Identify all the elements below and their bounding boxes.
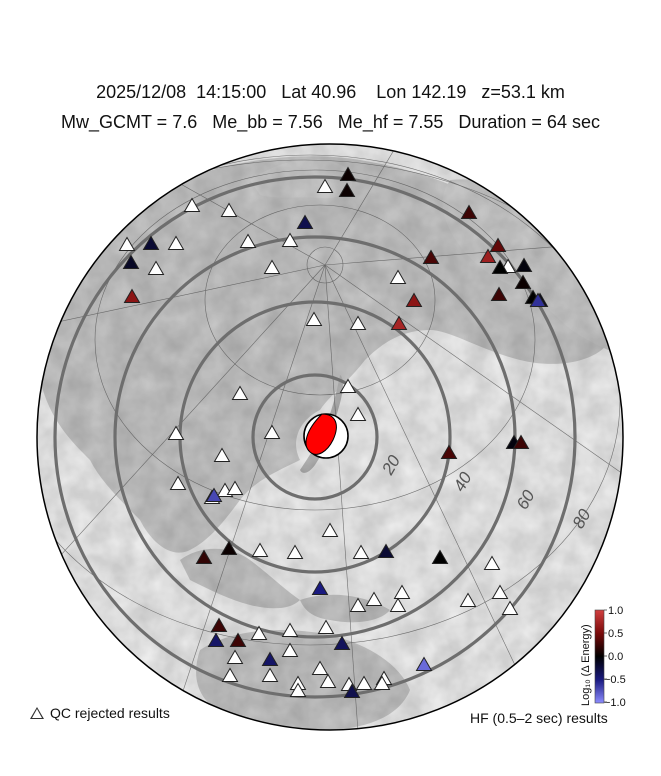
- station-marker: [220, 540, 238, 555]
- colorbar-title: Log₁₀ (Δ Energy): [580, 624, 592, 706]
- station-marker: [338, 182, 356, 197]
- station-marker-qc-rejected: [231, 385, 249, 400]
- distance-ring-20: [251, 373, 379, 501]
- station-marker: [207, 632, 225, 647]
- station-marker-qc-rejected: [501, 600, 519, 615]
- station-marker: [491, 259, 509, 274]
- colorbar-tick: 1.0: [608, 605, 623, 617]
- station-marker-qc-rejected: [373, 675, 391, 690]
- station-marker-qc-rejected: [147, 260, 165, 275]
- station-marker: [229, 632, 247, 647]
- graticule: [37, 144, 623, 730]
- station-marker-qc-rejected: [220, 202, 238, 217]
- station-marker-qc-rejected: [389, 597, 407, 612]
- station-marker: [261, 651, 279, 666]
- station-marker: [210, 617, 228, 632]
- station-marker-qc-rejected: [349, 597, 367, 612]
- colorbar: 1.0 0.5 0.0 −0.5 −1.0 Log₁₀ (Δ Energy): [580, 605, 626, 709]
- station-marker: [415, 656, 433, 671]
- station-marker: [514, 274, 532, 289]
- station-marker: [123, 288, 141, 303]
- station-marker-qc-rejected: [491, 584, 509, 599]
- station-marker: [422, 249, 440, 264]
- station-marker: [122, 254, 140, 269]
- station-marker: [460, 204, 478, 219]
- station-marker-qc-rejected: [118, 236, 136, 251]
- station-marker-qc-rejected: [389, 269, 407, 284]
- station-layer: [118, 166, 549, 698]
- event-info-line: 2025/12/08 14:15:00 Lat 40.96 Lon 142.19…: [96, 82, 565, 102]
- station-marker: [405, 292, 423, 307]
- colorbar-tick: −1.0: [604, 697, 626, 709]
- station-marker-qc-rejected: [250, 625, 268, 640]
- station-marker-qc-rejected: [167, 425, 185, 440]
- hf-band-note: HF (0.5–2 sec) results: [470, 710, 608, 726]
- station-marker-qc-rejected: [183, 197, 201, 212]
- station-marker-qc-rejected: [213, 447, 231, 462]
- station-marker: [490, 286, 508, 301]
- colorbar-tick: 0.5: [608, 628, 623, 640]
- station-marker-qc-rejected: [239, 233, 257, 248]
- station-marker: [489, 237, 507, 252]
- qc-legend: QC rejected results: [30, 705, 170, 721]
- station-marker-qc-rejected: [349, 315, 367, 330]
- station-marker-qc-rejected: [305, 311, 323, 326]
- station-marker-qc-rejected: [261, 667, 279, 682]
- station-marker-qc-rejected: [226, 480, 244, 495]
- station-marker: [311, 580, 329, 595]
- station-marker-qc-rejected: [289, 682, 307, 697]
- station-marker-qc-rejected: [483, 555, 501, 570]
- station-marker-qc-rejected: [311, 660, 329, 675]
- focal-mechanism-beachball: [303, 413, 349, 459]
- station-marker-qc-rejected: [263, 259, 281, 274]
- station-marker-qc-rejected: [167, 235, 185, 250]
- colorbar-tick: −0.5: [604, 674, 626, 686]
- station-marker-qc-rejected: [263, 424, 281, 439]
- station-marker-qc-rejected: [286, 544, 304, 559]
- globe-outline: [36, 143, 624, 731]
- station-marker-qc-rejected: [339, 378, 357, 393]
- magnitude-info-line: Mw_GCMT = 7.6 Me_bb = 7.56 Me_hf = 7.55 …: [61, 112, 600, 132]
- distance-ring-80: [53, 175, 577, 699]
- station-marker-qc-rejected: [393, 584, 411, 599]
- station-marker: [440, 444, 458, 459]
- station-marker-qc-rejected: [281, 642, 299, 657]
- station-marker: [142, 235, 160, 250]
- station-marker-qc-rejected: [316, 178, 334, 193]
- station-marker: [339, 166, 357, 181]
- station-marker-qc-rejected: [355, 675, 373, 690]
- station-marker-qc-rejected: [226, 649, 244, 664]
- station-marker-qc-rejected: [281, 622, 299, 637]
- station-marker: [390, 315, 408, 330]
- station-marker: [333, 635, 351, 650]
- station-marker: [431, 549, 449, 564]
- station-marker: [512, 434, 530, 449]
- station-marker-qc-rejected: [352, 544, 370, 559]
- station-marker-qc-rejected: [349, 406, 367, 421]
- station-marker: [195, 549, 213, 564]
- triangle-icon: [30, 707, 44, 719]
- station-marker: [515, 257, 533, 272]
- station-marker-qc-rejected: [365, 591, 383, 606]
- station-marker-qc-rejected: [281, 232, 299, 247]
- colorbar-scale: [594, 609, 605, 704]
- station-marker: [296, 214, 314, 229]
- station-marker-qc-rejected: [169, 475, 187, 490]
- station-marker: [479, 248, 497, 263]
- station-marker: [343, 683, 361, 698]
- station-marker-qc-rejected: [221, 667, 239, 682]
- station-marker: [377, 543, 395, 558]
- station-marker-qc-rejected: [321, 522, 339, 537]
- station-marker-qc-rejected: [319, 673, 337, 688]
- station-marker: [205, 487, 223, 502]
- qc-legend-label: QC rejected results: [50, 705, 170, 721]
- station-marker: [529, 292, 547, 307]
- station-marker-qc-rejected: [459, 592, 477, 607]
- colorbar-tick: 0.0: [608, 651, 623, 663]
- station-marker-qc-rejected: [251, 542, 269, 557]
- station-marker-qc-rejected: [317, 619, 335, 634]
